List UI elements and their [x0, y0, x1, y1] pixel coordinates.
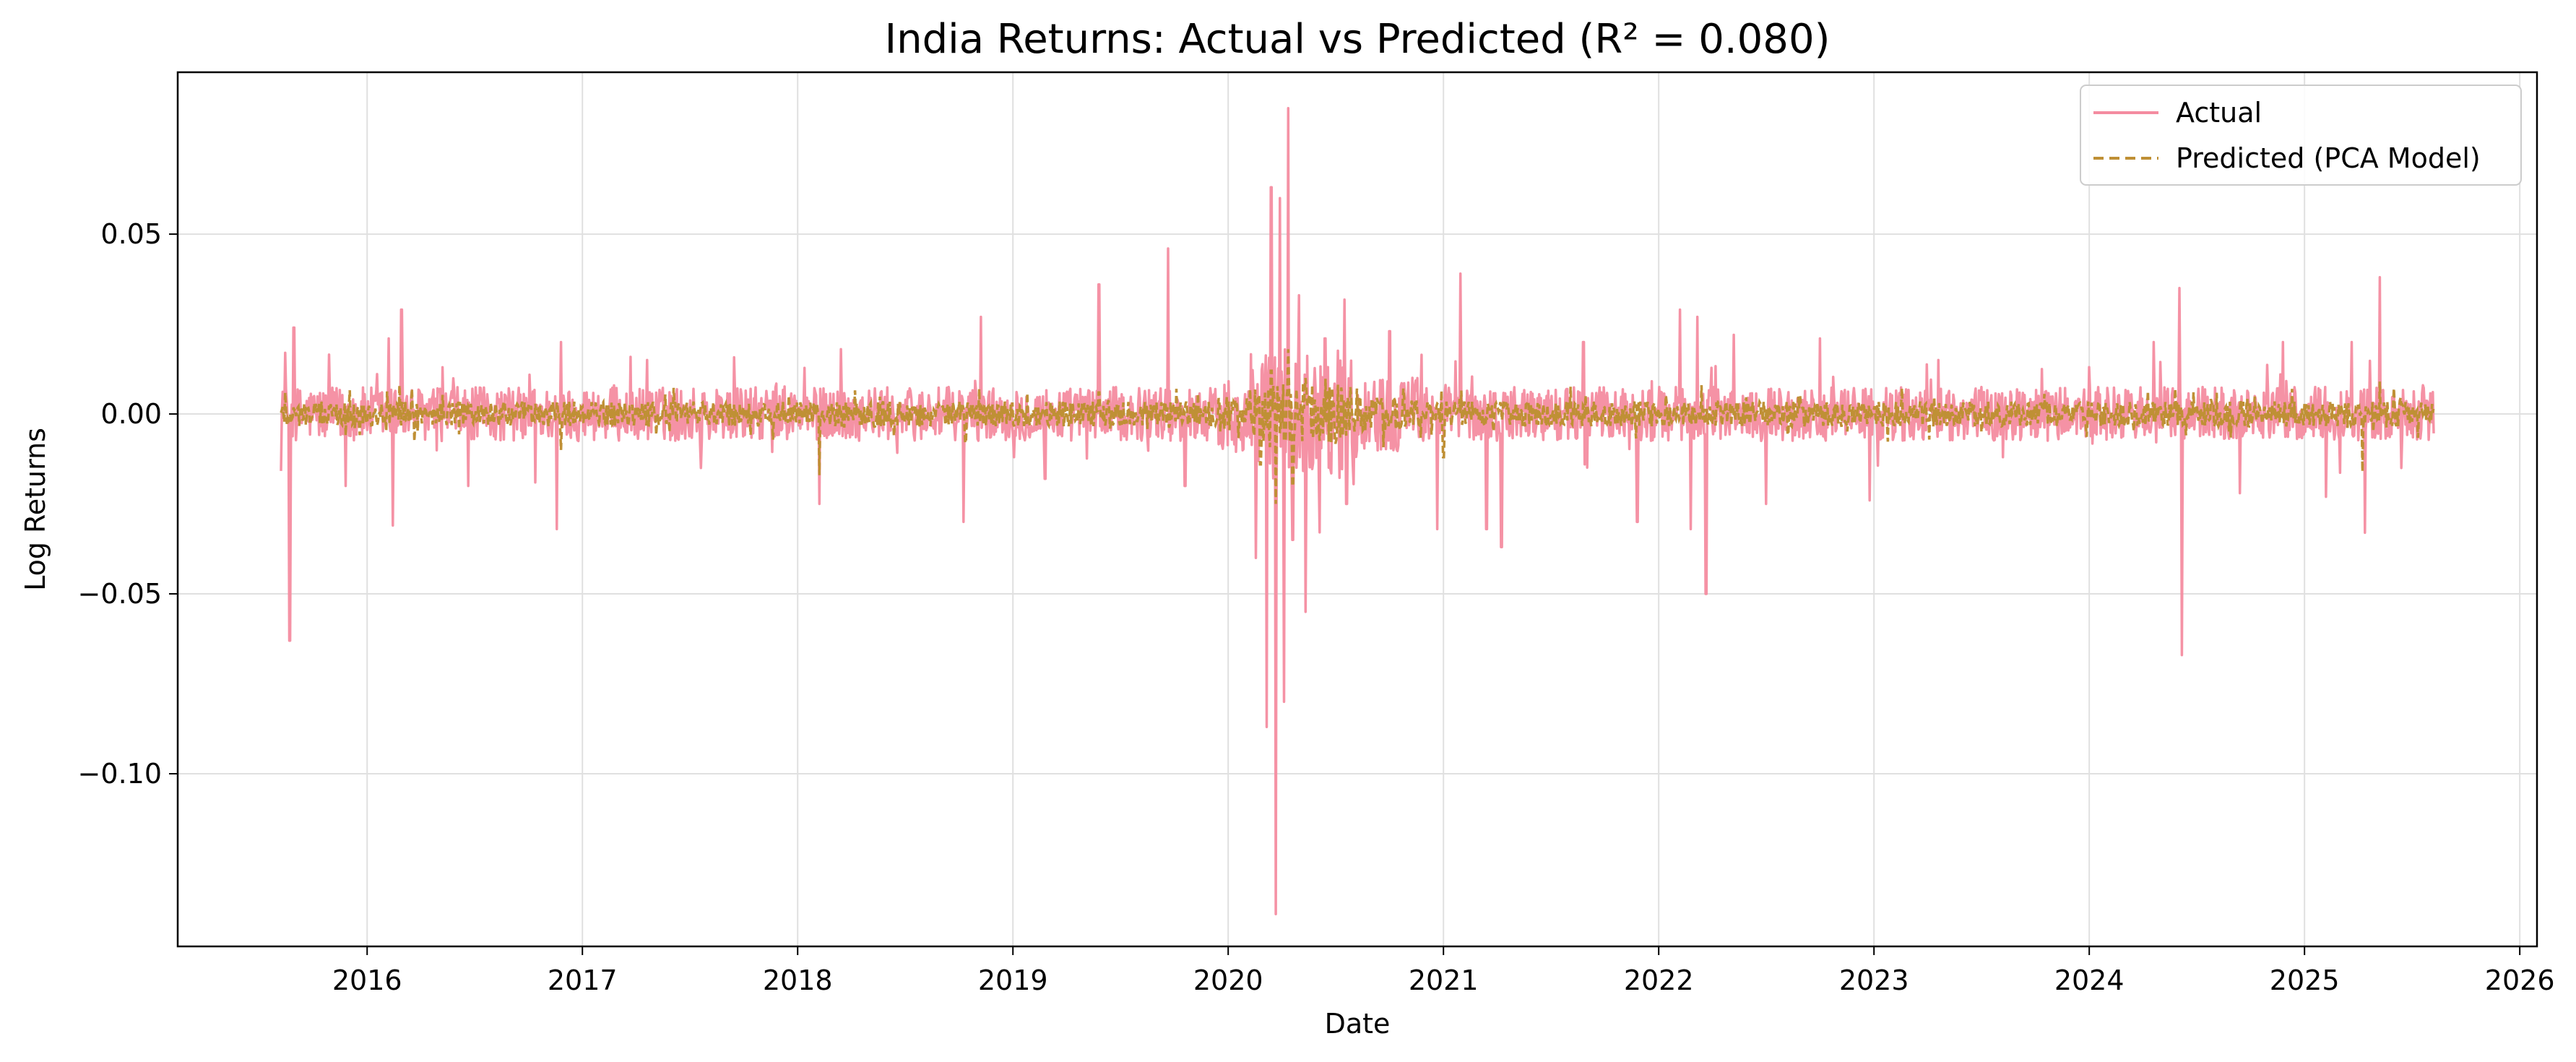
y-tick-label: 0.00	[100, 398, 162, 430]
y-tick-label: −0.05	[78, 578, 162, 610]
x-tick-label: 2018	[763, 964, 833, 996]
x-tick-label: 2019	[978, 964, 1048, 996]
plot-frame	[176, 71, 2538, 948]
x-tick-label: 2024	[2054, 964, 2125, 996]
x-tick-label: 2022	[1624, 964, 1694, 996]
x-tick-label: 2021	[1409, 964, 1479, 996]
y-axis: 0.05 0.00 −0.05 −0.10	[78, 218, 178, 790]
x-tick-label: 2023	[1839, 964, 1909, 996]
y-tick-label: 0.05	[100, 218, 162, 250]
legend-label-predicted: Predicted (PCA Model)	[2176, 142, 2481, 174]
x-tick-label: 2026	[2485, 964, 2555, 996]
x-axis-label: Date	[1325, 1008, 1391, 1040]
y-tick-label: −0.10	[78, 758, 162, 790]
x-tick-label: 2016	[332, 964, 402, 996]
chart-title: India Returns: Actual vs Predicted (R² =…	[885, 16, 1831, 63]
x-tick-label: 2020	[1193, 964, 1263, 996]
series-line-predicted	[280, 349, 2435, 504]
legend: Actual Predicted (PCA Model)	[2080, 85, 2522, 186]
y-axis-label: Log Returns	[20, 428, 51, 591]
x-tick-label: 2025	[2270, 964, 2340, 996]
x-axis: 2016 2017 2018 2019 2020 2021 2022 2023 2024 2025…	[332, 946, 2555, 996]
legend-box	[2080, 85, 2522, 186]
series-group	[280, 107, 2435, 915]
series-line-actual	[280, 107, 2435, 915]
legend-label-actual: Actual	[2176, 97, 2262, 129]
x-tick-label: 2017	[548, 964, 618, 996]
